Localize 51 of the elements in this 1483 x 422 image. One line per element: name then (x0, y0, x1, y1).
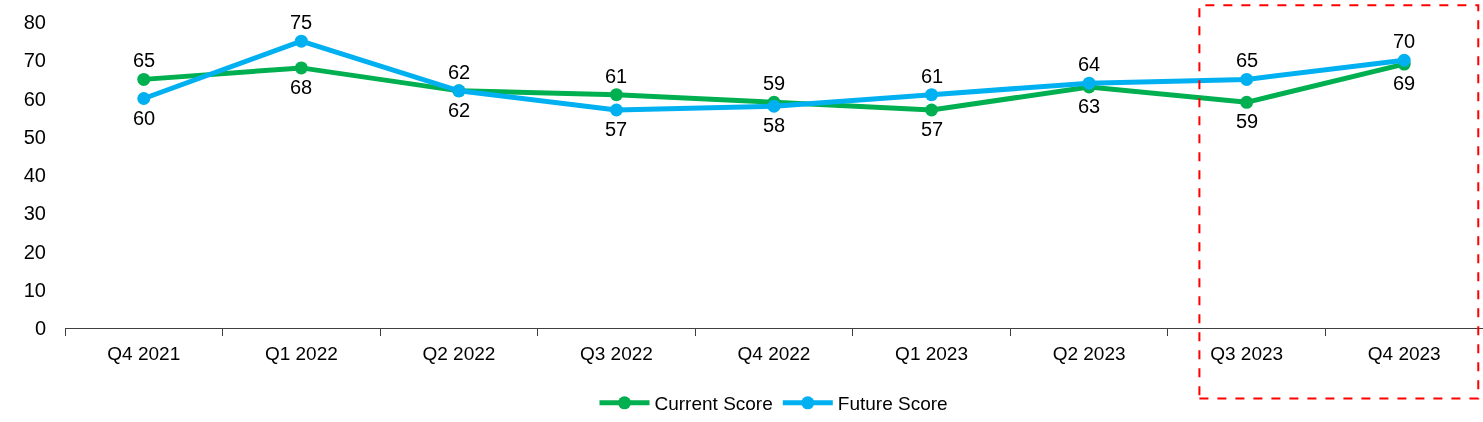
data-label: 69 (1393, 72, 1416, 94)
x-tick-label: Q4 2023 (1367, 342, 1441, 364)
point (609, 103, 623, 117)
x-tick-label: Q3 2023 (1210, 342, 1284, 364)
data-label: 63 (1078, 95, 1101, 117)
y-tick-label: 0 (34, 317, 46, 339)
y-tick-label: 40 (23, 164, 46, 186)
data-label: 68 (290, 76, 313, 98)
data-label: 65 (1236, 49, 1259, 71)
x-tick-label: Q4 2022 (737, 342, 811, 364)
point (294, 34, 308, 48)
data-label: 64 (1078, 53, 1101, 75)
point (294, 61, 308, 75)
data-label: 61 (605, 65, 628, 87)
x-tick-label: Q4 2021 (107, 342, 181, 364)
point (925, 103, 939, 117)
x-tick-label: Q2 2022 (422, 342, 496, 364)
x-tick-label: Q3 2022 (579, 342, 653, 364)
legend-label: Future Score (837, 393, 948, 415)
point (609, 88, 623, 102)
y-tick-label: 20 (23, 240, 46, 263)
point (1240, 95, 1254, 109)
x-tick-label: Q2 2023 (1052, 342, 1126, 364)
y-tick-label: 10 (23, 278, 46, 301)
data-label: 59 (1236, 110, 1259, 132)
y-tick-label: 30 (23, 202, 46, 225)
legend-label: Current Score (654, 393, 773, 415)
y-tick-label: 60 (23, 87, 46, 110)
y-tick-label: 50 (23, 125, 46, 148)
data-label: 62 (448, 61, 471, 83)
point (1082, 76, 1096, 90)
x-tick-label: Q1 2023 (895, 342, 969, 364)
data-label: 58 (763, 114, 786, 136)
y-tick-label: 80 (23, 11, 46, 33)
point (767, 99, 781, 113)
data-label: 57 (921, 118, 944, 140)
point (1240, 72, 1254, 86)
data-label: 61 (921, 65, 944, 87)
data-label: 59 (763, 72, 786, 94)
point (137, 72, 151, 86)
y-tick-label: 70 (23, 49, 46, 72)
point (925, 88, 939, 102)
data-label: 57 (605, 118, 628, 140)
data-label: 70 (1393, 30, 1416, 52)
data-label: 62 (448, 99, 471, 121)
data-label: 75 (290, 11, 313, 33)
data-label: 65 (133, 49, 156, 71)
point (1397, 53, 1411, 67)
data-label: 60 (133, 107, 156, 129)
x-tick-label: Q1 2022 (264, 342, 338, 364)
point (137, 92, 151, 105)
